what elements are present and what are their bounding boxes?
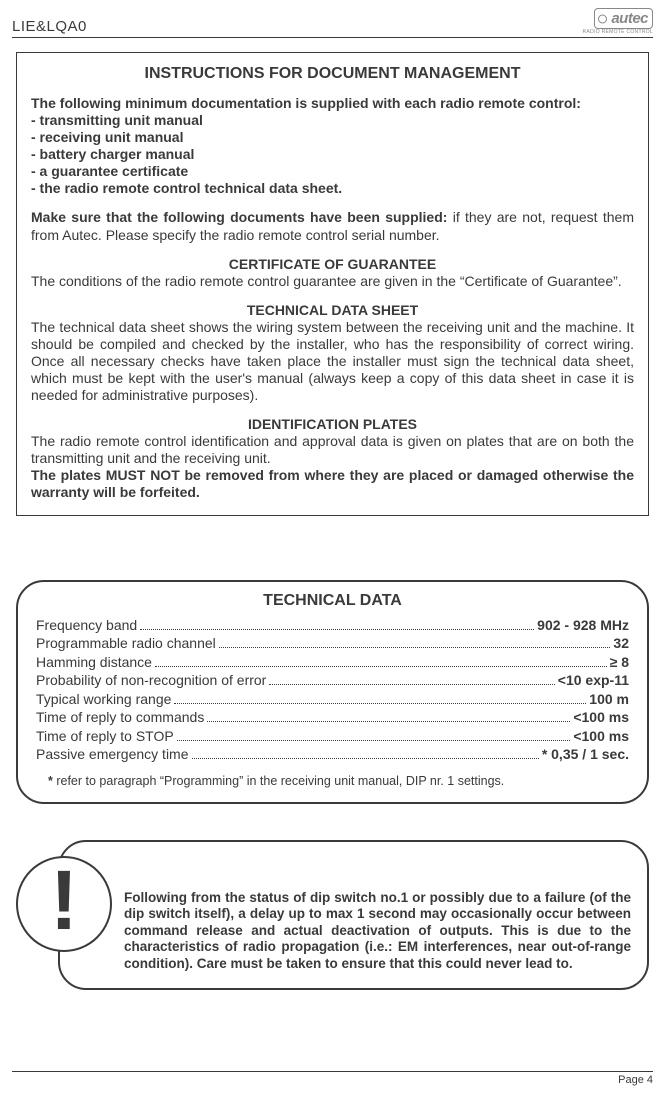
warning-text: Following from the status of dip switch … (124, 890, 631, 972)
spec-row: Passive emergency time * 0,35 / 1 sec. (36, 745, 629, 763)
technical-data-title: TECHNICAL DATA (36, 592, 629, 610)
instructions-bullet-5: - the radio remote control technical dat… (31, 180, 634, 197)
page-footer: Page 4 (12, 1071, 653, 1086)
spec-label: Programmable radio channel (36, 634, 216, 652)
brand-name: autec (611, 10, 648, 27)
tds-title: TECHNICAL DATA SHEET (31, 302, 634, 318)
spec-dots (140, 619, 534, 630)
spec-value: * 0,35 / 1 sec. (542, 745, 629, 763)
instructions-title: INSTRUCTIONS FOR DOCUMENT MANAGEMENT (31, 65, 634, 83)
spec-row: Time of reply to commands <100 ms (36, 708, 629, 726)
spec-list: Frequency band902 - 928 MHzProgrammable … (36, 616, 629, 764)
make-sure-line: Make sure that the following documents h… (31, 209, 634, 243)
technical-footnote: * refer to paragraph “Programming” in th… (36, 774, 629, 788)
spec-label: Time of reply to STOP (36, 727, 174, 745)
spec-label: Hamming distance (36, 653, 152, 671)
warning-block: ! Following from the status of dip switc… (16, 840, 649, 990)
exclamation-icon: ! (50, 858, 78, 942)
spec-row: Time of reply to STOP <100 ms (36, 727, 629, 745)
spec-dots (155, 656, 607, 667)
spec-dots (207, 711, 570, 722)
page-header: LIE&LQA0 autec RADIO REMOTE CONTROL (12, 8, 653, 38)
idplates-body-1: The radio remote control identification … (31, 433, 634, 467)
brand-block: autec RADIO REMOTE CONTROL (583, 8, 653, 35)
spec-value: 902 - 928 MHz (537, 616, 629, 634)
warning-box: Following from the status of dip switch … (58, 840, 649, 990)
instructions-bullet-2: - receiving unit manual (31, 129, 634, 146)
spec-row: Frequency band 902 - 928 MHz (36, 616, 629, 634)
spec-dots (219, 637, 611, 648)
spec-value: <10 exp-11 (558, 671, 629, 689)
spec-value: <100 ms (573, 727, 629, 745)
idplates-body-2: The plates MUST NOT be removed from wher… (31, 467, 634, 501)
tds-body: The technical data sheet shows the wirin… (31, 319, 634, 404)
spec-label: Frequency band (36, 616, 137, 634)
spec-label: Passive emergency time (36, 745, 189, 763)
spec-value: ≥ 8 (610, 653, 629, 671)
spec-value: 32 (613, 634, 629, 652)
spec-value: 100 m (589, 690, 629, 708)
spec-label: Typical working range (36, 690, 171, 708)
instructions-box: INSTRUCTIONS FOR DOCUMENT MANAGEMENT The… (16, 52, 649, 516)
spec-row: Typical working range 100 m (36, 690, 629, 708)
spec-row: Probability of non-recognition of error <… (36, 671, 629, 689)
instructions-bullet-3: - battery charger manual (31, 146, 634, 163)
instructions-intro: The following minimum documentation is s… (31, 95, 634, 112)
spec-row: Programmable radio channel 32 (36, 634, 629, 652)
spec-dots (269, 674, 554, 685)
spec-value: <100 ms (573, 708, 629, 726)
spec-dots (192, 748, 539, 759)
brand-logo: autec RADIO REMOTE CONTROL (583, 8, 653, 35)
make-sure-bold: Make sure that the following documents h… (31, 209, 447, 225)
instructions-bullet-1: - transmitting unit manual (31, 112, 634, 129)
spec-row: Hamming distance ≥ 8 (36, 653, 629, 671)
certificate-body: The conditions of the radio remote contr… (31, 273, 634, 290)
spec-label: Probability of non-recognition of error (36, 671, 266, 689)
spec-dots (177, 730, 571, 741)
certificate-title: CERTIFICATE OF GUARANTEE (31, 256, 634, 272)
spec-label: Time of reply to commands (36, 708, 204, 726)
page-number: Page 4 (618, 1074, 653, 1086)
spec-dots (174, 693, 586, 704)
brand-logo-box: autec (594, 8, 653, 29)
warning-icon: ! (16, 856, 112, 952)
technical-data-box: TECHNICAL DATA Frequency band 902 - 928 M… (16, 580, 649, 804)
brand-subtitle: RADIO REMOTE CONTROL (583, 29, 653, 35)
footnote-text: refer to paragraph “Programming” in the … (53, 774, 504, 788)
doc-code: LIE&LQA0 (12, 18, 87, 35)
idplates-title: IDENTIFICATION PLATES (31, 416, 634, 432)
instructions-bullet-4: - a guarantee certificate (31, 163, 634, 180)
